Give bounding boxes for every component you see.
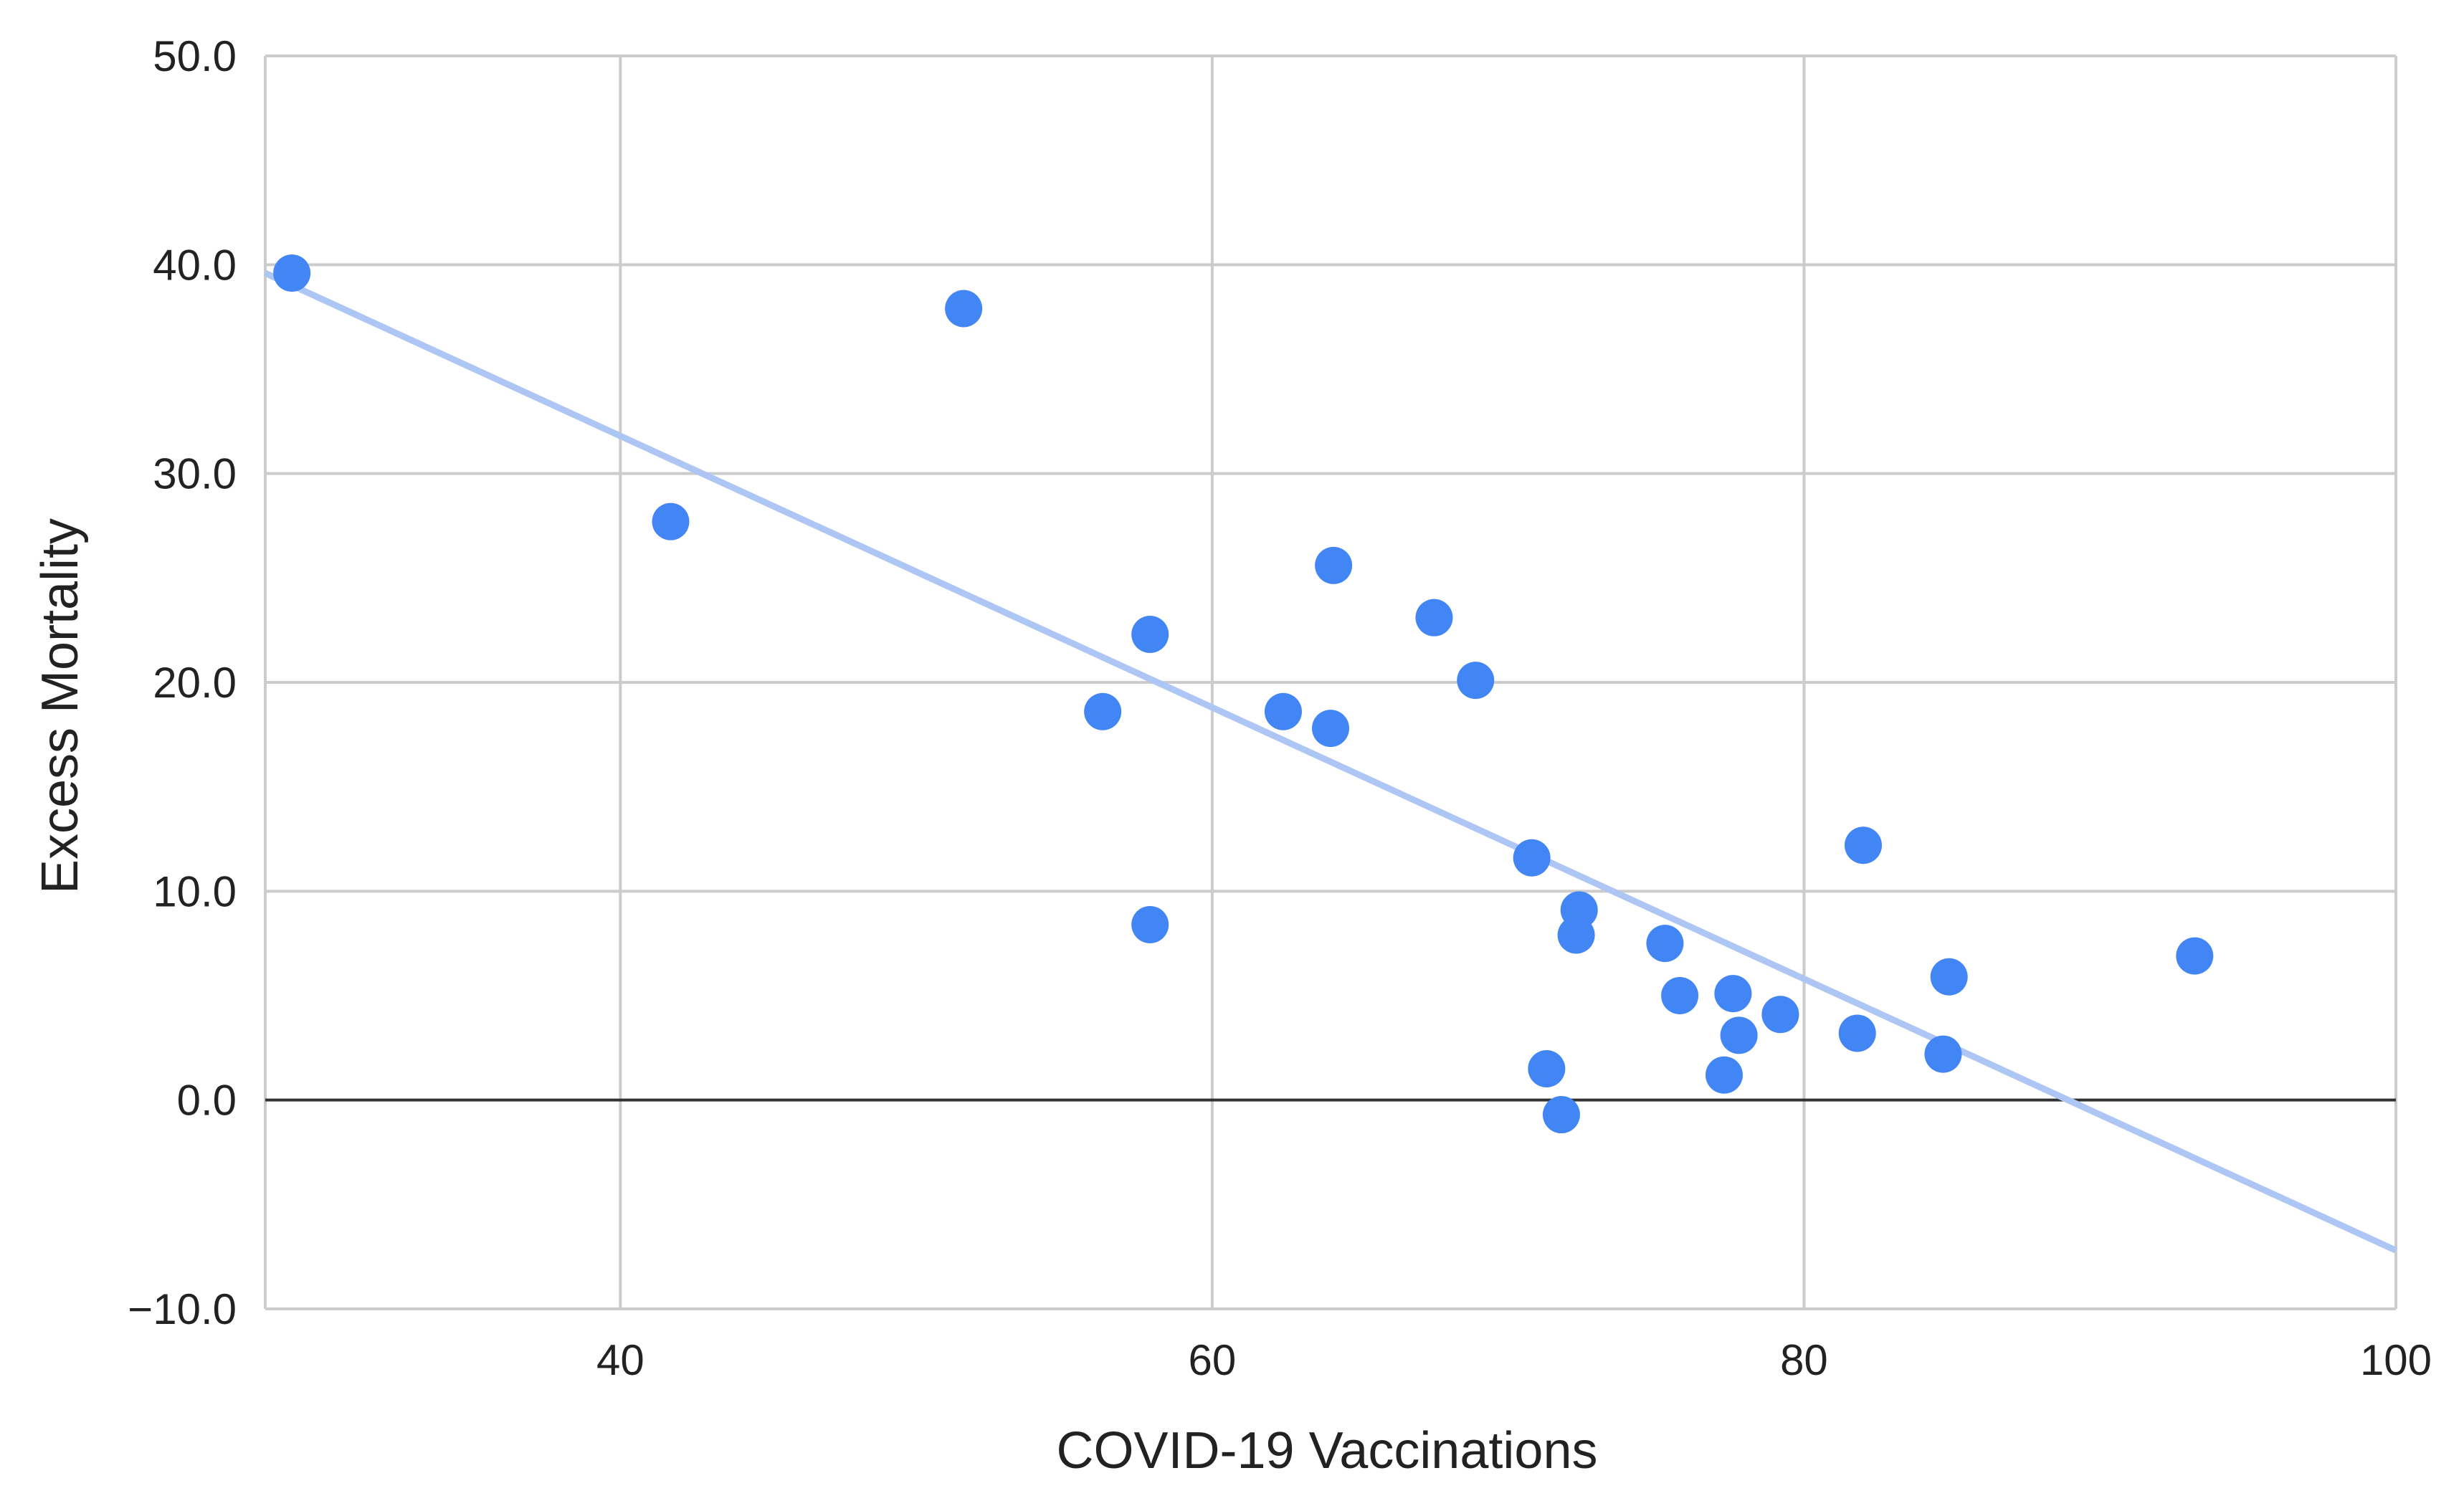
data-point [1761,996,1799,1034]
data-point [2176,937,2214,975]
gridlines [264,54,2397,1310]
data-point [1542,1096,1580,1134]
data-point [273,254,311,292]
data-point [1312,710,1349,748]
y-tick-label: 50.0 [153,32,237,80]
data-point [1315,546,1353,584]
data-point [1513,839,1551,877]
data-point [1415,599,1453,637]
x-tick-label: 100 [2360,1336,2432,1384]
data-point [652,502,690,540]
x-tick-label: 60 [1189,1336,1237,1384]
trendline [264,270,2397,1254]
trendline-layer [264,270,2397,1254]
y-axis-title: Excess Mortality [32,518,89,894]
data-point [1661,977,1699,1014]
data-point [1714,975,1752,1013]
y-tick-label: 40.0 [153,241,237,289]
x-axis-title: COVID-19 Vaccinations [1057,1422,1598,1479]
data-point [1838,1014,1876,1052]
data-point [1131,905,1169,943]
data-point [1084,692,1122,730]
data-point [1720,1016,1758,1054]
data-point [1845,826,1882,864]
data-point [1705,1056,1743,1094]
data-point [945,290,983,328]
data-point [1924,1035,1962,1073]
data-point [1528,1049,1566,1087]
y-tick-label: −10.0 [128,1285,237,1333]
data-point [1264,692,1302,730]
x-tick-label: 80 [1780,1336,1828,1384]
data-point [1930,958,1968,996]
y-tick-label: 0.0 [177,1077,237,1125]
data-point [1131,615,1169,653]
x-axis-ticks: 40 60 80 100 [596,1336,2432,1384]
data-point [1646,925,1684,963]
y-tick-label: 10.0 [153,867,237,915]
y-tick-label: 30.0 [153,450,237,498]
y-tick-label: 20.0 [153,659,237,707]
data-points [273,254,2214,1134]
x-tick-label: 40 [596,1336,644,1384]
data-point [1560,891,1598,929]
y-axis-ticks: −10.0 0.0 10.0 20.0 30.0 40.0 50.0 [128,32,237,1333]
data-point [1457,662,1495,700]
